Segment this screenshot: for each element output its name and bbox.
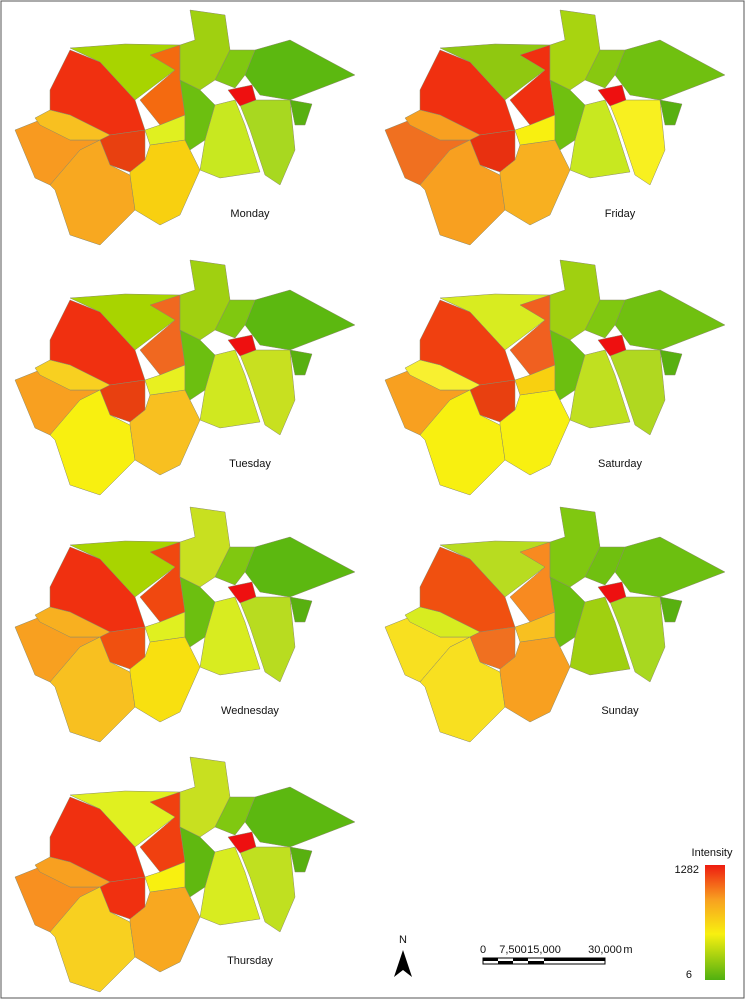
region xyxy=(584,299,626,339)
region xyxy=(239,846,296,933)
legend: Intensity 1282 6 xyxy=(675,847,733,981)
region xyxy=(609,596,666,683)
map-panel: Wednesday xyxy=(14,506,356,743)
region xyxy=(609,99,666,186)
region xyxy=(549,329,586,401)
scale-label: 7,500 xyxy=(499,944,527,956)
region xyxy=(179,79,216,151)
region xyxy=(549,79,586,151)
region xyxy=(199,846,261,926)
region xyxy=(609,349,666,436)
map-panel: Friday xyxy=(384,9,726,246)
region xyxy=(419,389,506,496)
region xyxy=(419,636,506,743)
region xyxy=(199,99,261,179)
region xyxy=(659,99,683,126)
region xyxy=(289,99,313,126)
region xyxy=(214,796,256,836)
scale-unit: m xyxy=(623,944,632,956)
region xyxy=(659,596,683,623)
legend-max: 1282 xyxy=(675,864,699,876)
map-panel: Monday xyxy=(14,9,356,246)
north-label: N xyxy=(399,934,407,946)
region xyxy=(227,831,257,854)
region xyxy=(597,334,627,357)
region xyxy=(289,596,313,623)
scale-segment xyxy=(513,958,528,961)
region xyxy=(499,636,571,723)
map-label: Sunday xyxy=(601,705,639,717)
region xyxy=(239,596,296,683)
region xyxy=(49,139,136,246)
region xyxy=(569,596,631,676)
scale-segment xyxy=(528,961,544,964)
map-label: Friday xyxy=(605,208,636,220)
north-arrow-icon xyxy=(394,950,412,977)
region xyxy=(569,99,631,179)
region xyxy=(179,576,216,648)
map-panel: Saturday xyxy=(384,259,726,496)
scale-bar: 0 7,500 15,000 30,000 m xyxy=(480,944,633,965)
scale-segment xyxy=(498,961,513,964)
region xyxy=(199,349,261,429)
region xyxy=(597,581,627,604)
north-arrow: N xyxy=(394,934,412,977)
map-label: Monday xyxy=(230,208,270,220)
region xyxy=(239,349,296,436)
region xyxy=(129,139,201,226)
region xyxy=(129,389,201,476)
region xyxy=(214,49,256,89)
region xyxy=(549,576,586,648)
scale-segment xyxy=(483,958,498,961)
legend-title: Intensity xyxy=(692,847,733,859)
region xyxy=(584,49,626,89)
region xyxy=(499,139,571,226)
region xyxy=(584,546,626,586)
region xyxy=(419,139,506,246)
region xyxy=(289,846,313,873)
map-panel: Sunday xyxy=(384,506,726,743)
region xyxy=(49,886,136,993)
map-label: Tuesday xyxy=(229,458,271,470)
map-label: Wednesday xyxy=(221,705,279,717)
map-label: Saturday xyxy=(598,458,643,470)
region xyxy=(214,299,256,339)
region xyxy=(227,581,257,604)
region xyxy=(659,349,683,376)
region xyxy=(597,84,627,107)
scale-label: 15,000 xyxy=(527,944,561,956)
region xyxy=(179,826,216,898)
region xyxy=(289,349,313,376)
map-label: Thursday xyxy=(227,955,273,967)
region xyxy=(569,349,631,429)
region xyxy=(227,84,257,107)
region xyxy=(49,389,136,496)
region xyxy=(239,99,296,186)
map-panel: Tuesday xyxy=(14,259,356,496)
region xyxy=(129,886,201,973)
region xyxy=(129,636,201,723)
map-panels: Monday Friday Tuesday Saturday Wednesday Sund… xyxy=(14,9,726,993)
scale-segment xyxy=(544,958,605,961)
region xyxy=(179,329,216,401)
region xyxy=(49,636,136,743)
region xyxy=(227,334,257,357)
legend-min: 6 xyxy=(686,969,692,981)
region xyxy=(199,596,261,676)
map-panel: Thursday xyxy=(14,756,356,993)
scale-label: 0 xyxy=(480,944,486,956)
region xyxy=(499,389,571,476)
region xyxy=(214,546,256,586)
legend-ramp xyxy=(705,865,725,980)
scale-label: 30,000 xyxy=(588,944,622,956)
